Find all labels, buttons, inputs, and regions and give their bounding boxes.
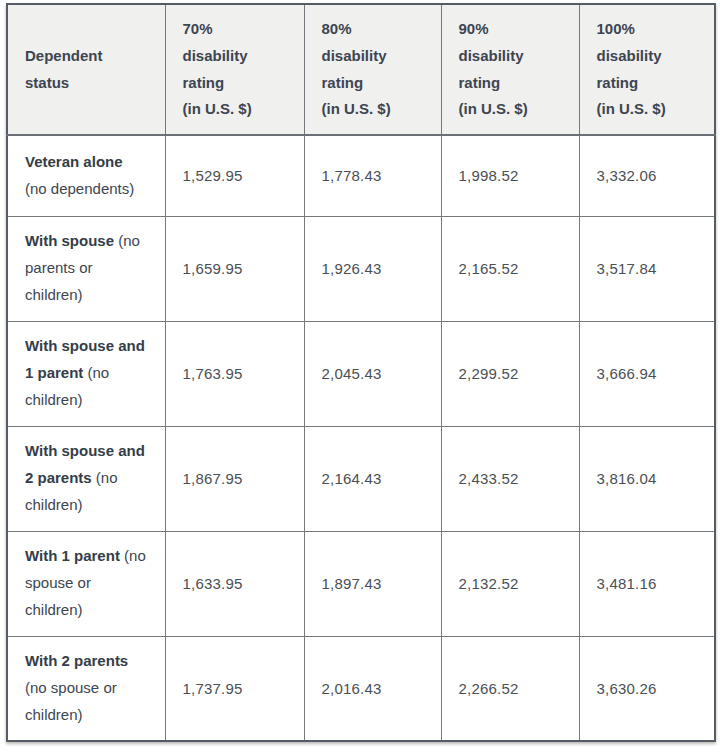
rate-cell: 2,266.52 [441,636,579,741]
rate-cell: 1,778.43 [304,135,441,216]
status-line: children) [25,387,151,414]
table-row: With spouse and 2 parents (no children) … [7,426,715,531]
table-row: With 2 parents (no spouse or children) 1… [7,636,715,741]
status-line: children) [25,597,151,624]
status-line: (no dependents) [25,176,151,203]
status-line: children) [25,702,151,729]
rate-cell: 1,867.95 [165,426,304,531]
rate-cell: 1,737.95 [165,636,304,741]
status-line: children) [25,282,151,309]
status-line: With 1 parent (no [25,543,151,570]
status-line: spouse or [25,570,151,597]
rate-cell: 1,763.95 [165,321,304,426]
header-100-percent-rating: 100% disability rating (in U.S. $) [579,4,715,135]
rate-cell: 1,897.43 [304,531,441,636]
rate-cell: 2,016.43 [304,636,441,741]
rate-cell: 2,299.52 [441,321,579,426]
status-line: 1 parent (no [25,360,151,387]
rate-cell: 2,165.52 [441,216,579,321]
header-70-percent-rating: 70% disability rating (in U.S. $) [165,4,304,135]
header-80-percent-rating: 80% disability rating (in U.S. $) [304,4,441,135]
rate-cell: 3,666.94 [579,321,715,426]
status-line: parents or [25,255,151,282]
status-line: With spouse (no [25,228,151,255]
rate-cell: 2,164.43 [304,426,441,531]
table-body: Veteran alone (no dependents) 1,529.95 1… [7,135,715,741]
status-line: (no spouse or [25,675,151,702]
status-line: With spouse and [25,333,151,360]
rate-cell: 3,332.06 [579,135,715,216]
rate-cell: 3,630.26 [579,636,715,741]
dependent-status-cell: With 1 parent (no spouse or children) [7,531,165,636]
table-row: With 1 parent (no spouse or children) 1,… [7,531,715,636]
dependent-status-cell: With 2 parents (no spouse or children) [7,636,165,741]
rate-cell: 1,529.95 [165,135,304,216]
status-line: children) [25,492,151,519]
disability-rates-table: Dependent status 70% disability rating (… [6,3,716,742]
rate-cell: 2,045.43 [304,321,441,426]
table-row: Veteran alone (no dependents) 1,529.95 1… [7,135,715,216]
table-header: Dependent status 70% disability rating (… [7,4,715,135]
status-line: With 2 parents [25,648,151,675]
header-90-percent-rating: 90% disability rating (in U.S. $) [441,4,579,135]
rate-cell: 3,816.04 [579,426,715,531]
rate-cell: 2,433.52 [441,426,579,531]
rate-cell: 2,132.52 [441,531,579,636]
status-line: With spouse and [25,438,151,465]
header-dependent-status: Dependent status [7,4,165,135]
rate-cell: 3,517.84 [579,216,715,321]
status-line: 2 parents (no [25,465,151,492]
dependent-status-cell: With spouse (no parents or children) [7,216,165,321]
table-row: With spouse (no parents or children) 1,6… [7,216,715,321]
rate-cell: 3,481.16 [579,531,715,636]
header-row: Dependent status 70% disability rating (… [7,4,715,135]
rate-cell: 1,633.95 [165,531,304,636]
page: Dependent status 70% disability rating (… [0,0,720,752]
rate-cell: 1,926.43 [304,216,441,321]
dependent-status-cell: Veteran alone (no dependents) [7,135,165,216]
status-line: Veteran alone [25,149,151,176]
rate-cell: 1,659.95 [165,216,304,321]
dependent-status-cell: With spouse and 1 parent (no children) [7,321,165,426]
dependent-status-cell: With spouse and 2 parents (no children) [7,426,165,531]
table-row: With spouse and 1 parent (no children) 1… [7,321,715,426]
rate-cell: 1,998.52 [441,135,579,216]
